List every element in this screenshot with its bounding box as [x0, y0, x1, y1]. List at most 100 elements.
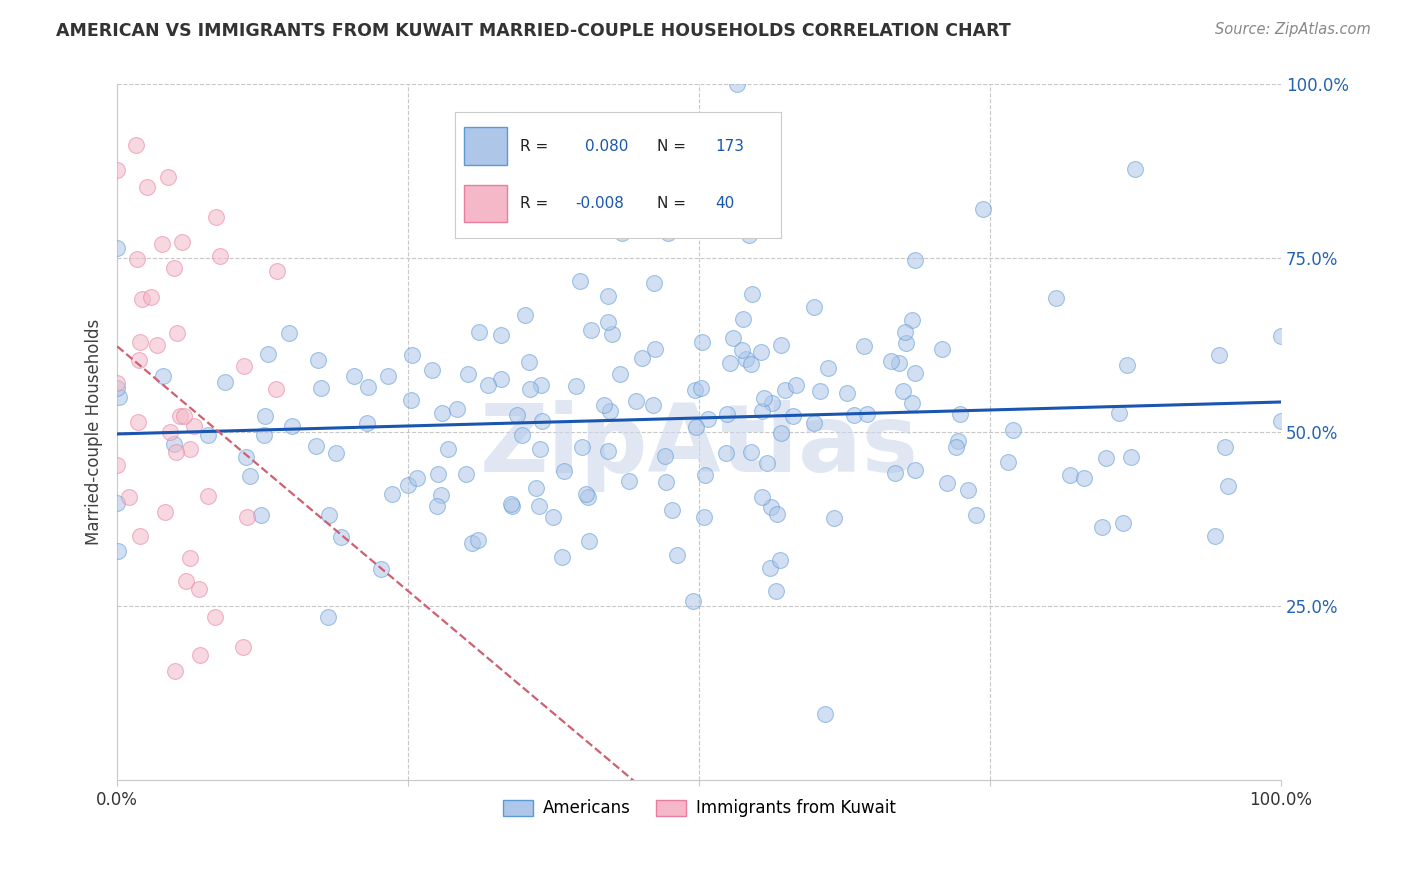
Point: [593, 398, 616, 412]
Point: [357, 379, 380, 393]
Point: [657, 227, 679, 241]
Point: [785, 378, 807, 392]
Point: [1094, 451, 1116, 466]
Point: [163, 664, 186, 678]
Point: [105, 376, 128, 391]
Text: Source: ZipAtlas.com: Source: ZipAtlas.com: [1215, 22, 1371, 37]
Point: [693, 468, 716, 483]
Point: [761, 396, 783, 410]
Point: [329, 530, 352, 544]
Point: [946, 434, 969, 449]
Point: [420, 363, 443, 377]
Point: [437, 442, 460, 457]
Point: [166, 326, 188, 341]
Point: [617, 474, 640, 488]
Point: [1108, 406, 1130, 420]
Point: [169, 409, 191, 423]
Point: [551, 550, 574, 565]
Point: [1001, 423, 1024, 437]
Point: [685, 383, 707, 397]
Point: [128, 352, 150, 367]
Point: [692, 334, 714, 349]
Point: [741, 286, 763, 301]
Point: [1270, 414, 1292, 428]
Point: [769, 426, 792, 441]
Point: [624, 394, 647, 409]
Point: [879, 354, 901, 368]
Point: [233, 359, 256, 373]
Point: [188, 648, 211, 662]
Point: [575, 486, 598, 500]
Point: [644, 342, 666, 356]
Point: [477, 377, 499, 392]
Point: [1073, 471, 1095, 485]
Point: [1216, 479, 1239, 493]
Point: [1115, 358, 1137, 372]
Point: [643, 398, 665, 412]
Point: [1045, 291, 1067, 305]
Point: [179, 442, 201, 456]
Point: [571, 441, 593, 455]
Point: [631, 351, 654, 365]
Point: [817, 361, 839, 376]
Point: [883, 466, 905, 480]
Point: [250, 508, 273, 523]
Point: [543, 510, 565, 524]
Point: [280, 419, 302, 434]
Point: [239, 468, 262, 483]
Point: [814, 706, 837, 721]
Point: [214, 375, 236, 389]
Point: [740, 357, 762, 371]
Text: ZipAtlas: ZipAtlas: [479, 401, 918, 492]
Point: [718, 355, 741, 369]
Point: [949, 407, 972, 421]
Point: [127, 415, 149, 429]
Point: [489, 327, 512, 342]
Point: [253, 427, 276, 442]
Point: [232, 640, 254, 655]
Point: [904, 366, 927, 380]
Point: [446, 401, 468, 416]
Point: [600, 326, 623, 341]
Point: [610, 227, 633, 241]
Point: [690, 381, 713, 395]
Point: [118, 490, 141, 504]
Point: [107, 544, 129, 558]
Point: [165, 445, 187, 459]
Point: [105, 458, 128, 472]
Point: [530, 414, 553, 428]
Point: [945, 441, 967, 455]
Point: [105, 496, 128, 510]
Point: [759, 561, 782, 575]
Point: [756, 457, 779, 471]
Point: [752, 391, 775, 405]
Point: [235, 510, 257, 524]
Point: [163, 261, 186, 276]
Point: [803, 416, 825, 430]
Point: [427, 467, 450, 481]
Point: [530, 378, 553, 392]
Point: [803, 300, 825, 314]
Point: [325, 445, 347, 459]
Point: [1270, 329, 1292, 343]
Point: [510, 427, 533, 442]
Point: [489, 372, 512, 386]
Point: [1091, 520, 1114, 534]
Point: [183, 419, 205, 434]
Point: [1213, 440, 1236, 454]
Point: [174, 574, 197, 589]
Point: [266, 263, 288, 277]
Point: [519, 382, 541, 396]
Point: [904, 253, 927, 268]
Point: [197, 489, 219, 503]
Point: [596, 315, 619, 329]
Point: [887, 356, 910, 370]
Point: [765, 584, 787, 599]
Point: [139, 289, 162, 303]
Point: [307, 352, 329, 367]
Point: [524, 481, 547, 495]
Point: [150, 236, 173, 251]
Point: [205, 211, 228, 225]
Point: [1208, 348, 1230, 362]
Point: [457, 368, 479, 382]
